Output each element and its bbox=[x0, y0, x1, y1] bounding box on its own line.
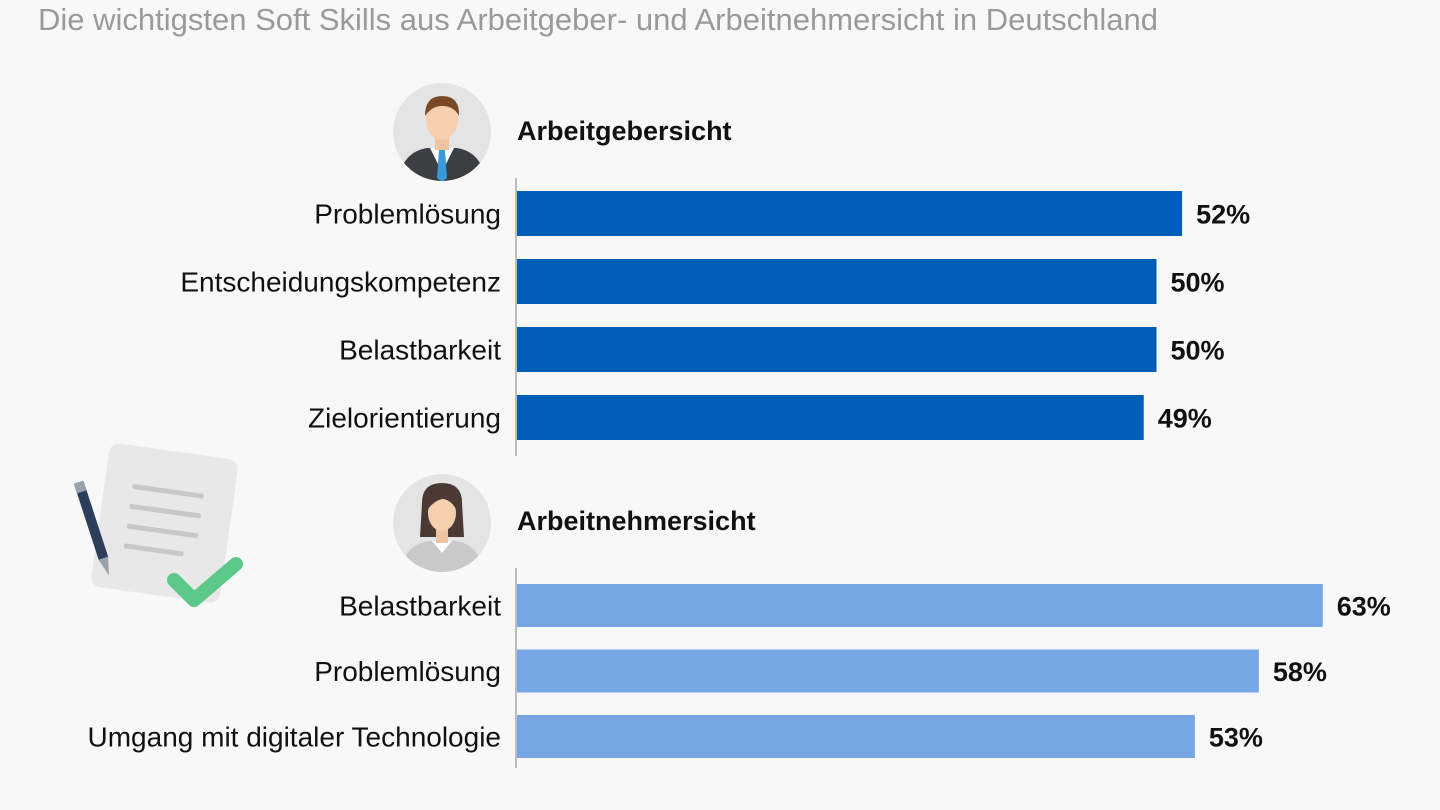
bar-0-0 bbox=[517, 191, 1183, 236]
employer-section-title: Arbeitgebersicht bbox=[517, 116, 732, 146]
value-label: 63% bbox=[1337, 592, 1391, 622]
category-label: Belastbarkeit bbox=[339, 335, 501, 366]
bar-1-1 bbox=[517, 649, 1259, 693]
value-label: 49% bbox=[1158, 404, 1212, 434]
businessman-avatar-icon bbox=[392, 82, 492, 187]
bar-0-3 bbox=[517, 395, 1144, 440]
chart-subtitle: Die wichtigsten Soft Skills aus Arbeitge… bbox=[38, 2, 1159, 37]
bar-1-2 bbox=[517, 715, 1195, 758]
value-label: 53% bbox=[1209, 723, 1263, 753]
employee-section-title: Arbeitnehmersicht bbox=[517, 506, 756, 536]
value-label: 58% bbox=[1273, 657, 1327, 687]
value-label: 52% bbox=[1196, 200, 1250, 230]
value-label: 50% bbox=[1171, 336, 1225, 366]
value-label: 50% bbox=[1171, 268, 1225, 298]
category-label: Umgang mit digitaler Technologie bbox=[88, 722, 502, 753]
category-label: Entscheidungskompetenz bbox=[180, 267, 501, 298]
document-with-pen-and-checkmark-icon bbox=[70, 440, 250, 625]
bar-1-0 bbox=[517, 584, 1323, 627]
category-label: Problemlösung bbox=[314, 199, 501, 230]
woman-avatar-icon bbox=[392, 473, 492, 578]
category-label: Belastbarkeit bbox=[339, 591, 501, 622]
category-label: Zielorientierung bbox=[308, 403, 501, 434]
category-label: Problemlösung bbox=[314, 656, 501, 687]
bar-0-2 bbox=[517, 327, 1157, 372]
bar-0-1 bbox=[517, 259, 1157, 304]
